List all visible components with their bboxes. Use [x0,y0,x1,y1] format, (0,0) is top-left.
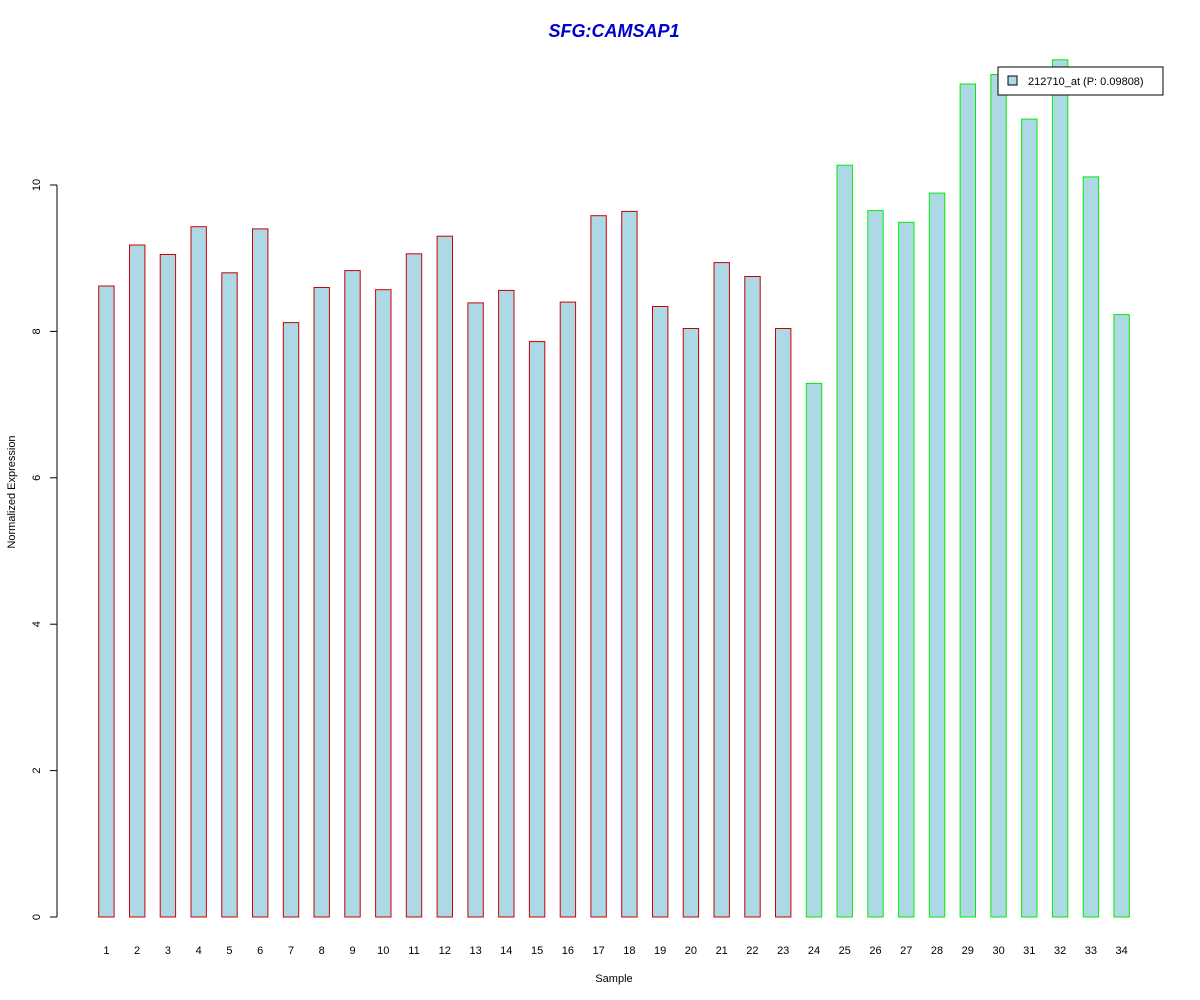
bar-sample-26 [867,210,884,918]
x-tick-label-13: 13 [469,945,481,957]
x-tick-label-23: 23 [777,945,789,957]
bar-sample-27 [898,221,915,918]
bar-sample-23 [775,328,792,918]
bar-sample-1 [98,285,115,918]
bar-sample-16 [559,301,577,918]
x-tick-label-18: 18 [623,945,635,957]
bar-sample-5 [221,272,238,918]
legend: 212710_at (P: 0.09808) [997,66,1164,96]
x-tick-label-32: 32 [1054,945,1066,957]
x-tick-label-5: 5 [226,945,232,957]
x-tick-label-31: 31 [1023,945,1035,957]
y-tick-label: 4 [31,621,43,627]
bars-group [98,59,1130,918]
x-tick-label-15: 15 [531,945,543,957]
x-tick-label-21: 21 [716,945,728,957]
x-tick-label-34: 34 [1115,945,1127,957]
y-axis: 0 2 4 6 8 10 [31,179,58,920]
x-tick-label-27: 27 [900,945,912,957]
bar-sample-2 [129,244,146,918]
x-tick-label-28: 28 [931,945,943,957]
bar-sample-21 [713,262,730,918]
x-tick-label-19: 19 [654,945,666,957]
bar-sample-29 [959,83,976,918]
x-tick-label-14: 14 [500,945,512,957]
x-tick-label-26: 26 [869,945,881,957]
y-tick-label: 2 [31,768,43,774]
bar-sample-3 [159,254,177,918]
x-tick-label-29: 29 [962,945,974,957]
bar-sample-13 [467,302,484,918]
x-tick-label-16: 16 [562,945,574,957]
bar-sample-11 [405,253,423,918]
bar-sample-24 [805,382,823,918]
x-tick-label-22: 22 [746,945,758,957]
bar-sample-32 [1051,59,1069,918]
x-tick-label-10: 10 [377,945,389,957]
y-tick-label: 8 [31,328,43,334]
x-tick-label-17: 17 [592,945,604,957]
bar-sample-6 [252,228,269,918]
x-tick-label-24: 24 [808,945,820,957]
y-axis-label: Normalized Expression [6,435,18,548]
x-tick-label-8: 8 [319,945,325,957]
x-tick-label-1: 1 [103,945,109,957]
bar-sample-8 [313,287,330,918]
legend-label: 212710_at (P: 0.09808) [1028,76,1144,88]
legend-box [997,66,1164,96]
y-tick-label: 0 [31,914,43,920]
bar-sample-22 [744,276,761,918]
x-tick-label-2: 2 [134,945,140,957]
bar-sample-17 [590,215,607,918]
bar-sample-10 [375,289,392,918]
x-tick-label-12: 12 [439,945,451,957]
legend-swatch [1007,75,1018,86]
bar-sample-25 [836,164,853,918]
x-tick-label-11: 11 [408,945,419,957]
bar-sample-20 [682,328,700,918]
bar-sample-19 [652,306,669,918]
bar-sample-4 [190,226,207,918]
bar-sample-28 [928,192,946,918]
x-tick-label-9: 9 [349,945,355,957]
bar-sample-30 [990,74,1007,918]
bar-sample-7 [282,322,300,918]
x-tick-label-25: 25 [839,945,851,957]
chart-title: SFG:CAMSAP1 [548,21,679,41]
bar-sample-14 [498,289,515,918]
x-tick-label-3: 3 [165,945,171,957]
x-tick-label-30: 30 [992,945,1004,957]
x-tick-label-20: 20 [685,945,697,957]
bar-sample-12 [436,235,454,918]
bar-sample-15 [528,341,546,918]
bar-sample-31 [1021,118,1038,918]
y-tick-label: 10 [31,179,43,191]
x-tick-labels: 1 2 3 4 5 6 7 8 9 10 11 12 13 14 15 16 17 18 19 20 21 22 23 24 2… [103,945,1127,957]
bar-sample-18 [621,210,638,918]
x-axis-label: Sample [595,973,632,985]
x-tick-label-33: 33 [1085,945,1097,957]
bar-sample-34 [1113,314,1130,918]
x-tick-label-4: 4 [196,945,202,957]
bar-sample-33 [1082,176,1100,918]
x-tick-label-7: 7 [288,945,294,957]
x-tick-label-6: 6 [257,945,263,957]
bar-sample-9 [344,270,361,918]
y-tick-label: 6 [31,475,43,481]
